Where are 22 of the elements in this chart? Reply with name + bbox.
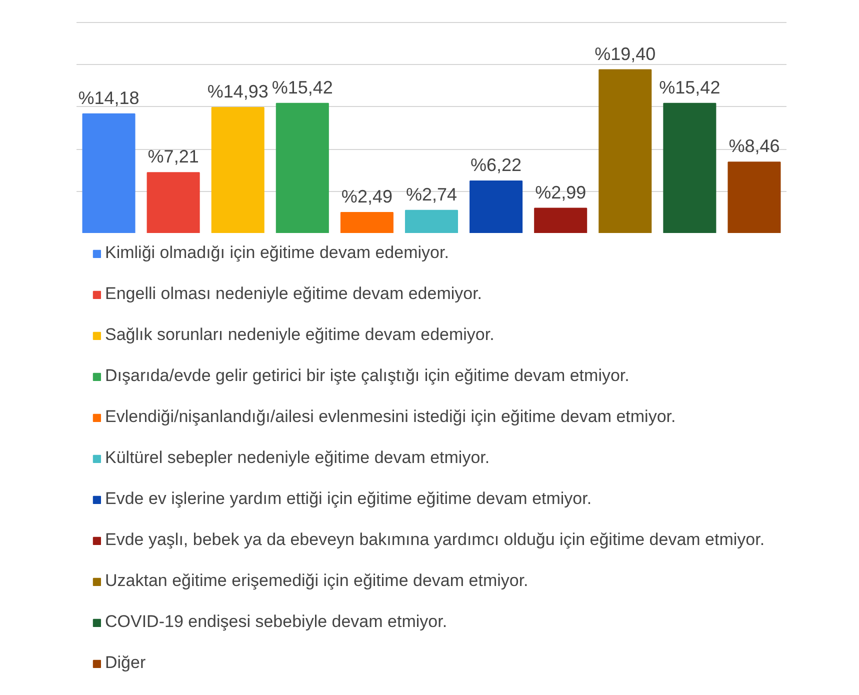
data-label: %19,40 <box>594 44 656 64</box>
legend-label: Kimliği olmadığı için eğitime devam edemiyor. <box>105 243 449 263</box>
data-label: %8,46 <box>728 136 780 156</box>
data-label: %15,42 <box>659 77 720 98</box>
legend-label: Uzaktan eğitime erişemediği için eğitime devam etmiyor. <box>105 571 528 591</box>
legend-label: Dışarıda/evde gelir getirici bir işte çalıştığı için eğitime devam etmiyor. <box>105 366 630 386</box>
data-label: %2,74 <box>406 184 458 204</box>
legend-label: Evde yaşlı, bebek ya da ebeveyn bakımına yardımcı olduğu için eğitime devam etmiyor. <box>105 530 765 550</box>
legend-label: COVID-19 endişesi sebebiyle devam etmiyor. <box>105 612 448 632</box>
data-label: %7,21 <box>148 146 199 167</box>
data-label: %2,99 <box>535 182 586 202</box>
legend-label: Kültürel sebepler nedeniyle eğitime devam etmiyor. <box>105 448 490 468</box>
data-label: %15,42 <box>272 77 333 98</box>
legend-label: Evde ev işlerine yardım ettiği için eğitime eğitime devam etmiyor. <box>105 489 592 509</box>
data-label: %14,93 <box>207 81 268 102</box>
legend-label: Sağlık sorunları nedeniyle eğitime devam edemiyor. <box>105 325 494 345</box>
legend-label: Evlendiği/nişanlandığı/ailesi evlenmesini istediği için eğitime devam etmiyor. <box>105 407 676 427</box>
data-label: %6,22 <box>470 155 522 176</box>
data-label: %14,18 <box>78 88 140 108</box>
legend-label: Diğer <box>105 653 146 673</box>
legend-label: Engelli olması nedeniyle eğitime devam edemiyor. <box>105 284 482 304</box>
data-label: %2,49 <box>341 186 392 206</box>
